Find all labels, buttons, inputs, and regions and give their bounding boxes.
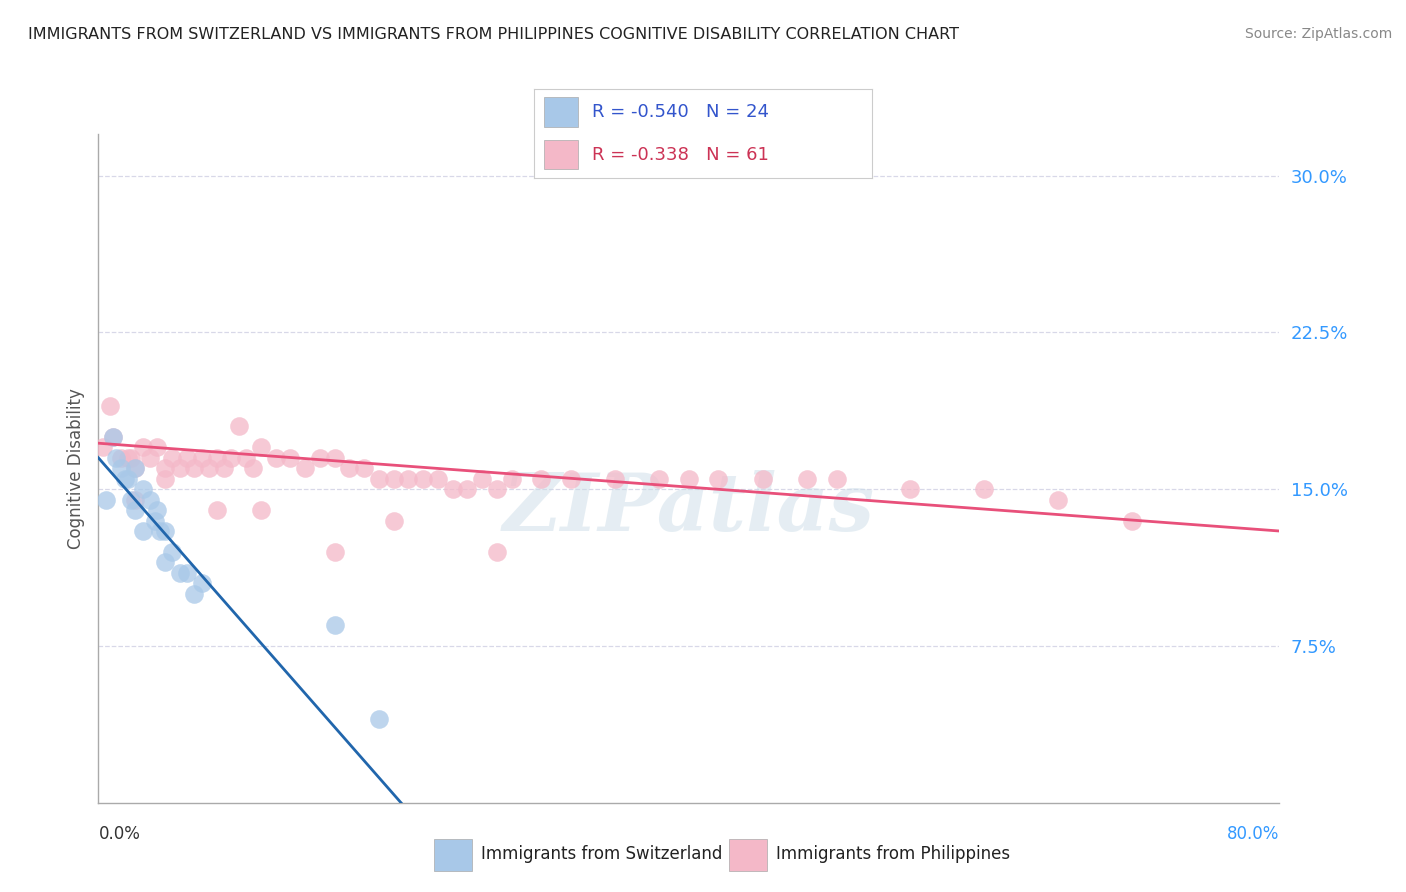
Point bbox=[153, 461, 176, 475]
Point bbox=[250, 441, 273, 455]
Text: R = -0.540   N = 24: R = -0.540 N = 24 bbox=[592, 103, 769, 121]
Point bbox=[900, 482, 922, 496]
Point bbox=[396, 472, 419, 486]
FancyBboxPatch shape bbox=[544, 140, 578, 169]
Point bbox=[235, 450, 257, 465]
Point bbox=[176, 450, 198, 465]
Point bbox=[427, 472, 450, 486]
Point bbox=[139, 450, 162, 465]
Y-axis label: Cognitive Disability: Cognitive Disability bbox=[66, 388, 84, 549]
Point bbox=[103, 430, 125, 444]
Point bbox=[169, 461, 191, 475]
Point bbox=[114, 472, 136, 486]
Text: Immigrants from Philippines: Immigrants from Philippines bbox=[776, 845, 1011, 863]
Point bbox=[149, 524, 172, 538]
Point bbox=[146, 503, 169, 517]
Point bbox=[183, 461, 205, 475]
Point bbox=[337, 461, 360, 475]
Point bbox=[176, 566, 198, 580]
Point bbox=[120, 450, 142, 465]
Point bbox=[501, 472, 523, 486]
Point bbox=[98, 399, 121, 413]
Point bbox=[648, 472, 671, 486]
Point bbox=[94, 492, 117, 507]
Point bbox=[124, 461, 146, 475]
Point bbox=[441, 482, 464, 496]
Point bbox=[124, 492, 146, 507]
Point bbox=[91, 441, 114, 455]
Point bbox=[973, 482, 995, 496]
Point bbox=[191, 576, 214, 591]
Point bbox=[153, 472, 176, 486]
Point bbox=[242, 461, 264, 475]
Point bbox=[264, 450, 287, 465]
Point bbox=[382, 472, 405, 486]
Point bbox=[198, 461, 221, 475]
Point bbox=[153, 524, 176, 538]
Text: 80.0%: 80.0% bbox=[1227, 825, 1279, 843]
Point bbox=[183, 587, 205, 601]
Point bbox=[250, 503, 273, 517]
Point bbox=[486, 545, 509, 559]
Point bbox=[228, 419, 250, 434]
Text: 0.0%: 0.0% bbox=[98, 825, 141, 843]
Point bbox=[323, 450, 346, 465]
Point bbox=[219, 450, 243, 465]
Point bbox=[368, 712, 391, 726]
Point bbox=[530, 472, 553, 486]
Point bbox=[412, 472, 434, 486]
Point bbox=[139, 492, 162, 507]
Point bbox=[825, 472, 848, 486]
Point bbox=[117, 450, 139, 465]
Point bbox=[143, 514, 166, 528]
Point bbox=[368, 472, 391, 486]
Point bbox=[205, 450, 228, 465]
FancyBboxPatch shape bbox=[728, 839, 768, 871]
FancyBboxPatch shape bbox=[544, 97, 578, 127]
Point bbox=[353, 461, 375, 475]
Point bbox=[110, 450, 132, 465]
Point bbox=[707, 472, 730, 486]
Point bbox=[278, 450, 302, 465]
Point bbox=[146, 441, 169, 455]
Point bbox=[486, 482, 509, 496]
Point bbox=[124, 503, 146, 517]
Text: ZIPatlas: ZIPatlas bbox=[503, 470, 875, 547]
Point bbox=[120, 492, 142, 507]
Point bbox=[191, 450, 214, 465]
Point bbox=[124, 461, 146, 475]
Point bbox=[105, 450, 128, 465]
Text: R = -0.338   N = 61: R = -0.338 N = 61 bbox=[592, 145, 769, 164]
Text: IMMIGRANTS FROM SWITZERLAND VS IMMIGRANTS FROM PHILIPPINES COGNITIVE DISABILITY : IMMIGRANTS FROM SWITZERLAND VS IMMIGRANT… bbox=[28, 27, 959, 42]
Point bbox=[162, 545, 183, 559]
Point bbox=[132, 441, 155, 455]
Point bbox=[132, 524, 155, 538]
Point bbox=[132, 482, 155, 496]
Text: Immigrants from Switzerland: Immigrants from Switzerland bbox=[481, 845, 723, 863]
Point bbox=[153, 555, 176, 569]
Text: Source: ZipAtlas.com: Source: ZipAtlas.com bbox=[1244, 27, 1392, 41]
Point bbox=[117, 472, 139, 486]
Point bbox=[1121, 514, 1143, 528]
Point bbox=[1046, 492, 1069, 507]
Point bbox=[323, 545, 346, 559]
Point bbox=[162, 450, 183, 465]
Point bbox=[456, 482, 478, 496]
Point bbox=[294, 461, 316, 475]
Point bbox=[560, 472, 582, 486]
Point bbox=[110, 461, 132, 475]
Point bbox=[169, 566, 191, 580]
Point bbox=[382, 514, 405, 528]
Point bbox=[471, 472, 494, 486]
Point bbox=[678, 472, 700, 486]
Point bbox=[205, 503, 228, 517]
Point bbox=[796, 472, 818, 486]
Point bbox=[751, 472, 773, 486]
Point bbox=[212, 461, 235, 475]
Point bbox=[309, 450, 332, 465]
Point bbox=[605, 472, 627, 486]
FancyBboxPatch shape bbox=[433, 839, 472, 871]
Point bbox=[323, 618, 346, 632]
Point bbox=[103, 430, 125, 444]
